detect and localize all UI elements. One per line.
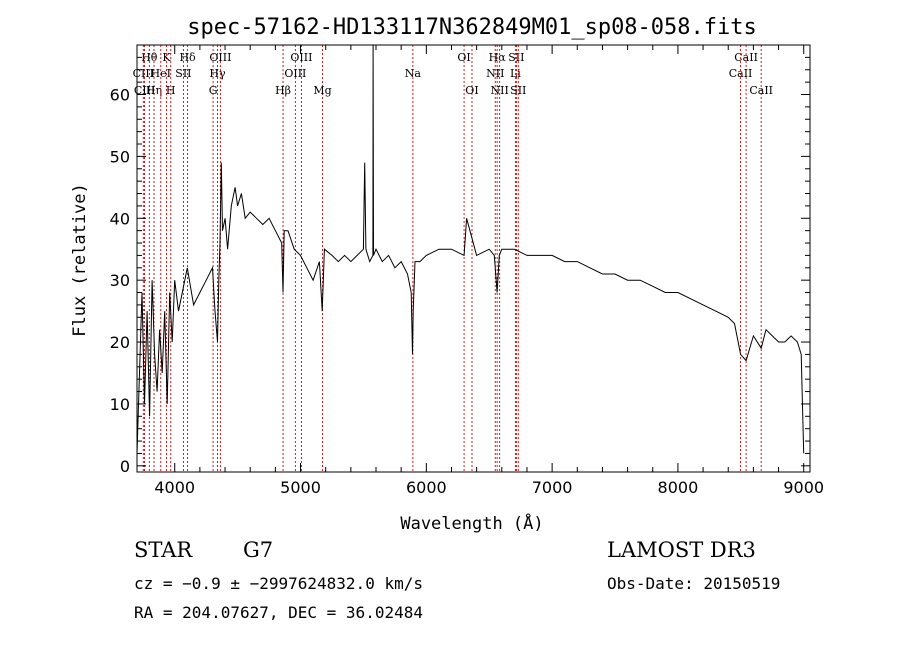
object-class: STAR <box>134 538 193 562</box>
axis-ticks: 4000 5000 6000 7000 8000 9000 0 10 20 30 40 50 60 <box>110 45 824 497</box>
line-marker-label: Mg <box>313 84 331 97</box>
line-marker-label: NII <box>491 84 509 97</box>
line-marker-label: SII <box>510 84 526 97</box>
spectrum-series <box>136 44 805 454</box>
line-marker-label: OIII <box>284 67 306 80</box>
x-tick-label: 7000 <box>532 478 573 497</box>
y-tick-label: 60 <box>110 86 130 105</box>
line-marker-label: OI <box>457 51 470 64</box>
line-marker-label: CIII <box>134 84 155 97</box>
line-marker-label: Hδ <box>179 51 196 64</box>
line-marker-label: CaII <box>734 51 758 64</box>
line-marker-label: NII <box>486 67 504 80</box>
y-tick-label: 0 <box>120 457 130 476</box>
x-tick-label: 6000 <box>406 478 447 497</box>
y-tick-label: 50 <box>110 147 130 166</box>
line-marker-label: CaII <box>749 84 773 97</box>
line-marker-label: H <box>166 84 176 97</box>
y-tick-label: 10 <box>110 395 130 414</box>
line-marker-label: K <box>162 51 171 64</box>
line-marker-label: SII <box>175 67 191 80</box>
line-marker-label: OIII <box>290 51 312 64</box>
redshift-velocity: cz = −0.9 ± −2997624832.0 km/s <box>134 574 423 593</box>
line-marker-label: OIII <box>209 51 231 64</box>
chart-title: spec-57162-HD133117N362849M01_sp08-058.f… <box>187 15 757 40</box>
line-marker-label: Hβ <box>275 84 291 97</box>
line-marker-label: Hη <box>146 84 162 97</box>
plot-frame <box>136 44 811 473</box>
observation-date: Obs-Date: 20150519 <box>607 574 781 593</box>
line-marker-label: OI <box>465 84 478 97</box>
x-tick-label: 8000 <box>658 478 699 497</box>
x-tick-label: 5000 <box>280 478 321 497</box>
sky-coordinates: RA = 204.07627, DEC = 36.02484 <box>134 603 423 622</box>
x-axis-label: Wavelength (Å) <box>400 512 543 534</box>
x-tick-label: 9000 <box>783 478 824 497</box>
line-marker-label: Hγ <box>209 67 226 80</box>
survey-name: LAMOST DR3 <box>607 538 756 562</box>
line-marker-label: G <box>209 84 218 97</box>
y-axis-label: Flux (relative) <box>70 183 90 337</box>
line-marker-label: Na <box>405 67 422 80</box>
line-marker-label: CaII <box>729 67 753 80</box>
object-subclass: G7 <box>243 538 274 562</box>
spectrum-line <box>136 44 805 454</box>
y-tick-label: 40 <box>110 209 130 228</box>
line-marker-label: SII <box>508 51 524 64</box>
y-tick-label: 20 <box>110 333 130 352</box>
line-marker-label: Li <box>510 67 521 80</box>
x-tick-label: 4000 <box>154 478 195 497</box>
line-marker-label: HeI <box>151 67 171 80</box>
line-marker-label: Hα <box>489 51 507 64</box>
y-tick-label: 30 <box>110 271 130 290</box>
